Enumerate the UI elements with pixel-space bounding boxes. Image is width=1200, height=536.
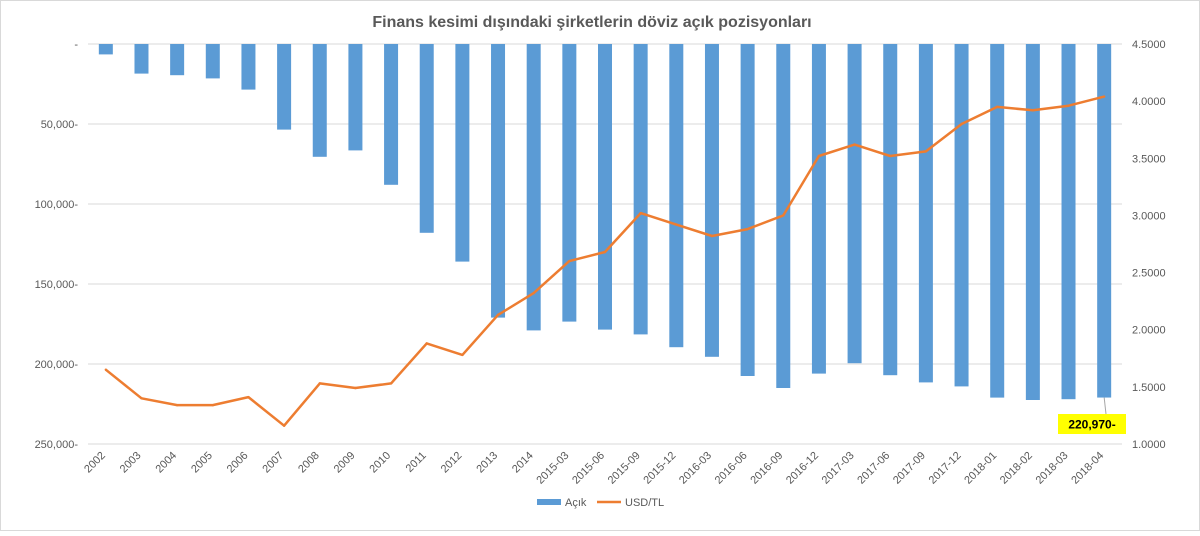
- bar-2015-03: [562, 44, 577, 322]
- bar-2017-06: [883, 44, 898, 376]
- usdtl-point-2016-06: [746, 227, 749, 231]
- usdtl-point-2018-02: [1031, 109, 1035, 112]
- bar-2016-03: [704, 44, 719, 357]
- callout-leader: [1103, 397, 1107, 415]
- bar-2015-12: [669, 44, 684, 348]
- callout-box: [1058, 414, 1126, 434]
- bar-2005: [205, 44, 220, 79]
- callout-label: 220,970-: [1068, 418, 1115, 432]
- bar-2008: [312, 44, 327, 157]
- usdtl-point-2018-01: [996, 105, 999, 109]
- usdtl-point-2010: [389, 382, 393, 385]
- usdtl-point-2003: [140, 397, 143, 400]
- bar-2014: [526, 44, 541, 331]
- bar-2012: [455, 44, 470, 262]
- right-tick-label: 4.5000: [1132, 39, 1166, 51]
- bar-2011: [419, 44, 434, 233]
- right-tick-label: 4.0000: [1132, 96, 1166, 108]
- bar-2006: [241, 44, 256, 90]
- usdtl-point-2018-03: [1067, 104, 1070, 107]
- bar-2015-09: [633, 44, 648, 335]
- left-axis: - 50,000- 100,000- 150,000- 200,000- 250,000-: [35, 39, 79, 451]
- usdtl-point-2017-03: [853, 143, 856, 146]
- usdtl-point-2015-09: [639, 211, 642, 215]
- chart-title: Finans kesimi dışındaki şirketlerin dövi…: [372, 14, 811, 31]
- usdtl-point-2015-03: [568, 259, 571, 263]
- bar-2010: [384, 44, 399, 185]
- bar-2017-09: [918, 44, 933, 383]
- usdtl-point-2017-12: [960, 122, 963, 126]
- left-tick-label: 250,000-: [35, 439, 79, 451]
- right-tick-label: 3.5000: [1132, 153, 1166, 165]
- bar-2009: [348, 44, 363, 151]
- usdtl-point-2004: [175, 403, 179, 407]
- usdtl-point-2012: [461, 353, 464, 357]
- usdtl-point-2008: [318, 382, 321, 385]
- bar-2003: [134, 44, 149, 74]
- right-tick-label: 1.5000: [1132, 382, 1166, 394]
- usdtl-point-2014: [532, 291, 535, 295]
- bar-2007: [277, 44, 292, 130]
- legend-label-usdtl: USD/TL: [625, 497, 664, 509]
- usdtl-point-2006: [247, 395, 250, 399]
- right-tick-label: 2.5000: [1132, 268, 1166, 280]
- usdtl-point-2016-12: [817, 154, 821, 158]
- usdtl-point-2009: [354, 386, 357, 390]
- legend-label-acik: Açık: [565, 497, 587, 509]
- bar-2017-03: [847, 44, 862, 364]
- usdtl-point-2017-06: [889, 154, 892, 158]
- bar-2016-12: [811, 44, 826, 374]
- legend-swatch-acik: [537, 499, 561, 505]
- right-axis: 1.0000 1.5000 2.0000 2.5000 3.0000 3.5000 4.00…: [1132, 39, 1166, 451]
- bar-2004: [170, 44, 185, 76]
- left-tick-label: -: [74, 39, 78, 51]
- legend: Açık USD/TL: [537, 497, 664, 509]
- left-tick-label: 50,000-: [41, 119, 79, 131]
- bar-2017-12: [954, 44, 969, 387]
- usdtl-point-2011: [425, 342, 428, 345]
- usdtl-point-2013: [496, 313, 500, 317]
- left-tick-label: 100,000-: [35, 199, 79, 211]
- usdtl-point-2002: [104, 368, 108, 371]
- line-series-usdtl: [104, 95, 1106, 427]
- bar-2018-02: [1025, 44, 1040, 400]
- usdtl-point-2015-12: [675, 223, 678, 226]
- right-tick-label: 1.0000: [1132, 439, 1166, 451]
- usdtl-point-2016-09: [782, 214, 785, 217]
- usdtl-point-2005: [211, 403, 214, 407]
- right-tick-label: 2.0000: [1132, 325, 1166, 337]
- usdtl-point-2016-03: [710, 234, 714, 238]
- bar-2018-01: [990, 44, 1005, 398]
- bar-2015-06: [598, 44, 612, 330]
- usdtl-point-2015-06: [603, 250, 607, 254]
- annotation: 220,970-: [1058, 397, 1126, 434]
- usdtl-point-2017-09: [924, 150, 928, 153]
- left-tick-label: 150,000-: [35, 279, 79, 291]
- bar-2018-03: [1061, 44, 1076, 400]
- bar-2016-06: [740, 44, 755, 376]
- gridlines: [88, 43, 1122, 445]
- usdtl-point-2018-04: [1102, 95, 1106, 98]
- right-tick-label: 3.0000: [1132, 210, 1166, 222]
- bar-2013: [491, 44, 506, 318]
- usdtl-point-2007: [282, 424, 286, 427]
- left-tick-label: 200,000-: [35, 359, 79, 371]
- bar-2018-04: [1097, 44, 1112, 398]
- bar-2002: [98, 44, 113, 55]
